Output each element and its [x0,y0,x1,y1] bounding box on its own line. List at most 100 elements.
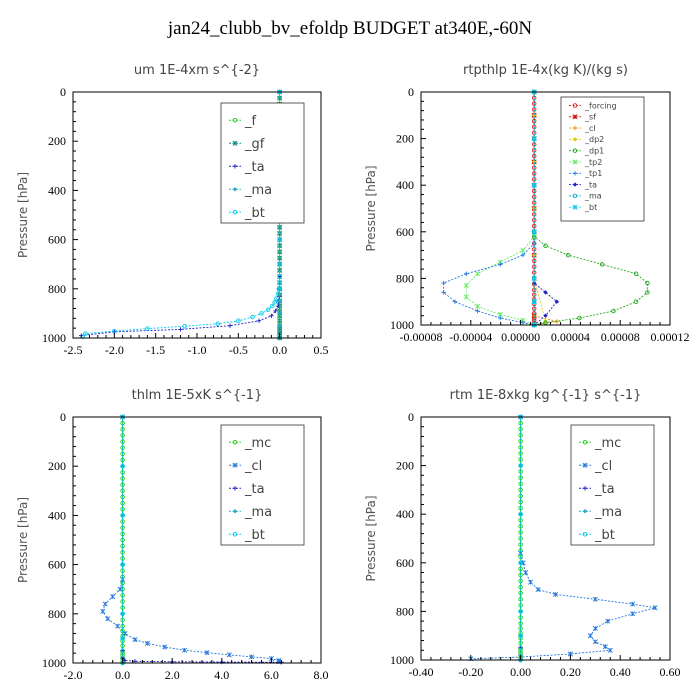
x-tick-label: -2.0 [64,668,83,682]
data-point [120,507,125,512]
y-tick-label: 200 [48,134,66,148]
legend-entry: _cl [584,124,596,133]
legend-marker [232,164,238,169]
legend-marker [582,462,588,468]
data-point [272,300,277,305]
data-point [611,308,616,314]
legend-marker [582,509,588,514]
legend-marker [572,103,578,108]
data-point [265,307,271,312]
x-tick-label: 0.00000 [501,330,540,344]
panel-title: rtm 1E-8xkg kg^{-1} s^{-1} [450,388,642,403]
data-point [120,605,125,610]
y-tick-label: 1000 [42,656,66,670]
panel-4: rtm 1E-8xkg kg^{-1} s^{-1} Pressure [hPa]… [364,388,681,679]
x-tick-label: -0.5 [229,343,248,357]
legend-entry: _cl [244,459,262,474]
legend-entry: _bt [244,206,265,221]
data-point [518,512,523,517]
legend-marker [232,462,238,468]
data-point [120,611,125,617]
y-tick-label: 0 [408,85,414,99]
data-point [528,579,534,585]
data-point [518,572,523,578]
panel-title: thlm 1E-5xK s^{-1} [132,388,263,403]
data-point [274,296,279,301]
legend-marker [572,193,578,199]
data-point [531,171,537,176]
data-point [112,328,117,334]
data-point [518,560,523,565]
series-cl [468,414,658,662]
data-point [182,647,188,653]
data-point [122,630,128,636]
data-point [464,271,469,276]
data-point [523,570,529,576]
plot-frame [420,416,671,661]
x-tick-label: 0.00012 [651,330,690,344]
data-point [182,323,187,329]
data-point [132,637,138,643]
legend-box [220,424,305,546]
legend-entry: _tp1 [584,169,602,178]
data-point [633,271,639,276]
y-axis-label: Pressure [hPa] [16,172,30,258]
data-point [518,511,523,517]
legend-marker [582,486,588,491]
data-point [120,531,125,537]
data-point [630,611,636,617]
data-point [531,318,537,323]
y-tick-label: 400 [48,183,66,197]
data-point [518,426,523,432]
data-point [605,618,611,624]
panel-2: rtpthlp 1E-4x(kg K)/(kg s) Pressure [hPa]… [364,63,690,344]
x-tick-label: -2.5 [64,343,83,357]
legend-entry: _forcing [584,101,617,110]
legend-entry: _cl [594,459,612,474]
data-point [520,252,526,258]
legend-entry: _ma [244,505,272,520]
data-point [531,229,537,235]
legend-marker [572,182,578,187]
data-point [652,605,658,611]
y-tick-label: 0 [408,410,414,424]
y-tick-label: 800 [48,282,66,296]
x-tick-label: 4.0 [214,668,229,682]
data-point [277,274,282,279]
data-point [602,644,608,650]
data-point [518,626,523,631]
data-point [531,153,537,159]
x-tick-label: 0.60 [660,665,681,679]
legend-entry: _sf [584,113,596,122]
legend-marker [232,209,238,215]
legend-entry: _dp1 [584,146,604,155]
data-point [120,537,125,543]
data-point [645,280,650,286]
legend-entry: _dp2 [584,135,604,144]
y-tick-label: 800 [396,271,414,285]
x-tick-label: 0.0 [272,343,287,357]
panel-1: um 1E-4xm s^{-2} Pressure [hPa] -2.5 -2.0 -1… [16,63,329,357]
data-point [518,432,523,438]
data-point [178,327,183,332]
x-tick-label: 2.0 [165,668,180,682]
data-point [120,556,125,561]
x-tick-label: -0.20 [458,665,483,679]
panel-title: um 1E-4xm s^{-2} [134,63,260,78]
data-point [277,298,282,304]
x-tick-label: -2.0 [105,343,124,357]
data-point [531,188,537,194]
panel-3: thlm 1E-5xK s^{-1} Pressure [hPa] -2.0 0.0 2… [16,388,329,682]
y-tick-label: 600 [48,558,66,572]
data-point [105,616,111,622]
data-point [162,644,168,650]
data-point [441,280,446,286]
data-point [120,457,125,463]
legend-marker [582,532,588,537]
legend-entry: _ta [584,180,597,189]
y-tick-label: 600 [48,233,66,247]
y-tick-label: 0 [60,410,66,424]
y-tick-label: 400 [396,178,414,192]
legend-entry: _bt [594,528,615,543]
y-tick-label: 800 [396,604,414,618]
